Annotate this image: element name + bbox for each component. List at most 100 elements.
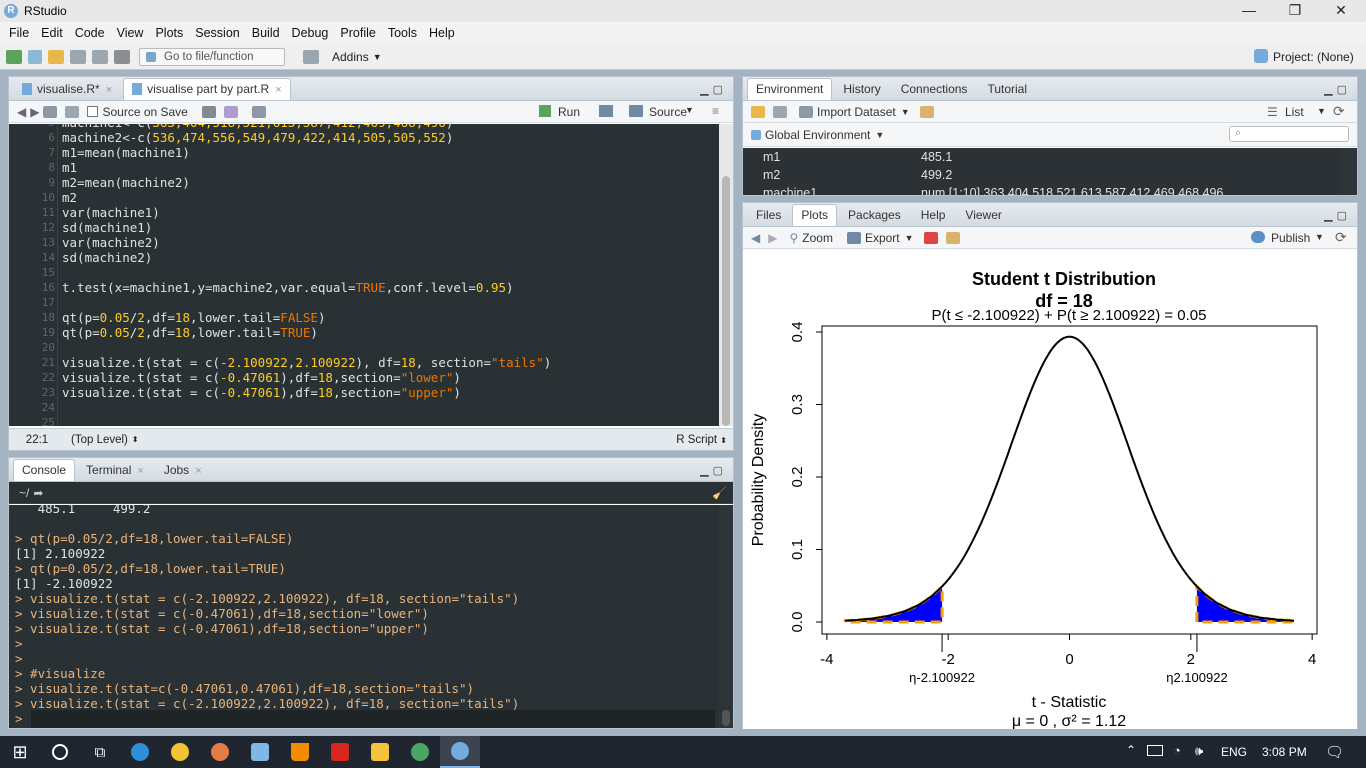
menu-plots[interactable]: Plots	[155, 26, 184, 40]
volume-icon[interactable]: 🕪	[1195, 743, 1204, 758]
outline-icon[interactable]: ≡	[712, 104, 720, 118]
tab-viewer[interactable]: Viewer	[965, 208, 1002, 222]
environment-scrollbar[interactable]	[1341, 148, 1357, 195]
search-button[interactable]	[40, 736, 80, 768]
print-icon[interactable]	[114, 49, 130, 64]
forward-icon[interactable]: ▶	[30, 104, 40, 119]
menu-build[interactable]: Build	[251, 26, 280, 40]
start-button[interactable]: ⊞	[0, 736, 40, 768]
tab-jobs[interactable]: Jobs ×	[155, 459, 211, 481]
menu-edit[interactable]: Edit	[41, 26, 63, 40]
edge-app[interactable]	[120, 736, 160, 768]
notifications-icon[interactable]: 🗨	[1325, 744, 1345, 761]
source-on-save-checkbox[interactable]	[87, 106, 99, 117]
menu-file[interactable]: File	[9, 26, 30, 40]
editor-scrollbar[interactable]	[719, 124, 733, 426]
code-tools-icon[interactable]	[223, 105, 238, 118]
chrome-app-2[interactable]	[200, 736, 240, 768]
tab-files[interactable]: Files	[756, 208, 782, 222]
tab-environment[interactable]: Environment	[747, 78, 833, 100]
notepad-app[interactable]	[240, 736, 280, 768]
goto-file-input[interactable]: Go to file/function	[139, 47, 285, 66]
menu-session[interactable]: Session	[195, 26, 240, 40]
rerun-icon[interactable]	[599, 105, 613, 117]
open-file-icon[interactable]	[48, 49, 64, 64]
environment-search-input[interactable]: ⌕	[1229, 126, 1349, 142]
menu-help[interactable]: Help	[429, 26, 455, 40]
previous-plot-icon[interactable]: ◀	[751, 230, 761, 245]
close-tab-icon[interactable]: ×	[105, 84, 113, 96]
view-mode-selector[interactable]: List	[1285, 105, 1304, 119]
search-icon[interactable]	[201, 105, 216, 118]
tab-connections[interactable]: Connections	[900, 82, 968, 96]
close-tab-icon[interactable]: ×	[275, 84, 282, 96]
file-type-selector[interactable]: R Script ⬍	[676, 434, 727, 446]
minimize-icon[interactable]: —	[1242, 2, 1256, 18]
tab-help[interactable]: Help	[920, 208, 946, 222]
acrobat-app[interactable]	[320, 736, 360, 768]
wifi-icon[interactable]: ◔	[1173, 743, 1181, 758]
clear-plots-icon[interactable]	[945, 231, 960, 244]
console-input[interactable]	[31, 710, 715, 728]
pane-minmax-icon[interactable]: ▁▢	[700, 465, 727, 477]
tab-tutorial[interactable]: Tutorial	[987, 82, 1028, 96]
remove-plot-icon[interactable]	[923, 231, 938, 244]
vlc-app[interactable]	[280, 736, 320, 768]
tab-plots[interactable]: Plots	[792, 204, 838, 226]
refresh-icon[interactable]: ⟳	[1333, 103, 1345, 119]
project-menu[interactable]: Project: (None)	[1273, 50, 1354, 64]
show-in-window-icon[interactable]	[43, 105, 58, 118]
refresh-icon[interactable]: ⟳	[1335, 229, 1347, 245]
chrome-app[interactable]	[160, 736, 200, 768]
chevron-down-icon[interactable]: ▼	[685, 105, 694, 115]
close-tab-icon[interactable]: ×	[137, 465, 144, 477]
pane-minmax-icon[interactable]: ▁▢	[1324, 210, 1351, 222]
save-workspace-icon[interactable]	[773, 105, 787, 118]
close-tab-icon[interactable]: ×	[195, 465, 202, 477]
chrome-app-3[interactable]	[400, 736, 440, 768]
import-dataset-button[interactable]: Import Dataset	[817, 104, 896, 119]
console-output[interactable]: 485.1 499.2 > qt(p=0.05/2,df=18,lower.tai…	[9, 505, 719, 728]
clock[interactable]: 3:08 PM	[1262, 745, 1307, 759]
tab-packages[interactable]: Packages	[848, 208, 901, 222]
menu-profile[interactable]: Profile	[340, 26, 376, 40]
publish-button[interactable]: Publish	[1271, 231, 1311, 245]
scope-selector[interactable]: (Top Level)	[71, 433, 128, 446]
console-scrollbar[interactable]	[719, 505, 733, 728]
save-all-icon[interactable]	[92, 49, 108, 64]
load-workspace-icon[interactable]	[751, 105, 765, 118]
pane-minmax-icon[interactable]: ▁▢	[1324, 84, 1351, 96]
rstudio-app[interactable]	[440, 736, 480, 768]
tab-history[interactable]: History	[843, 82, 881, 96]
new-file-icon[interactable]	[6, 49, 22, 64]
environment-scope-selector[interactable]: Global Environment	[765, 127, 871, 142]
source-button[interactable]: Source	[649, 105, 688, 119]
battery-icon[interactable]	[1147, 745, 1163, 756]
tab-console[interactable]: Console	[13, 459, 76, 481]
clear-console-icon[interactable]: 🧹	[712, 485, 727, 500]
environment-row[interactable]: machine1 num [1:10] 363 404 518 521 613 5…	[743, 184, 1331, 195]
task-view-button[interactable]: ⧉	[80, 736, 120, 768]
environment-row[interactable]: m1 485.1	[743, 148, 1331, 166]
zoom-button[interactable]: Zoom	[802, 230, 833, 245]
addins-menu[interactable]: Addins	[332, 49, 369, 64]
restore-icon[interactable]: ❐	[1288, 2, 1302, 18]
workspace-panes-icon[interactable]	[303, 49, 319, 64]
menu-view[interactable]: View	[116, 26, 144, 40]
code-editor[interactable]: 5 machine1<-c(363,404,518,521,613,587,412…	[9, 124, 719, 426]
scroll-thumb[interactable]	[722, 176, 730, 426]
back-icon[interactable]: ◀	[17, 104, 27, 119]
new-project-icon[interactable]	[28, 49, 42, 64]
chevron-up-icon[interactable]: ⌃	[1126, 743, 1137, 757]
save-icon[interactable]	[70, 49, 86, 64]
tab-visualise-part-by-part[interactable]: visualise part by part.R ×	[123, 78, 291, 100]
language-indicator[interactable]: ENG	[1221, 745, 1248, 759]
pane-minmax-icon[interactable]: ▁▢	[700, 84, 727, 96]
next-plot-icon[interactable]: ▶	[768, 230, 778, 245]
save-icon[interactable]	[65, 105, 80, 118]
close-icon[interactable]: ✕	[1335, 2, 1347, 18]
menu-tools[interactable]: Tools	[387, 26, 418, 40]
tab-visualise-r[interactable]: visualise.R* ×	[13, 78, 121, 100]
goto-dir-icon[interactable]: ➦	[33, 485, 44, 500]
tab-terminal[interactable]: Terminal ×	[77, 459, 153, 481]
